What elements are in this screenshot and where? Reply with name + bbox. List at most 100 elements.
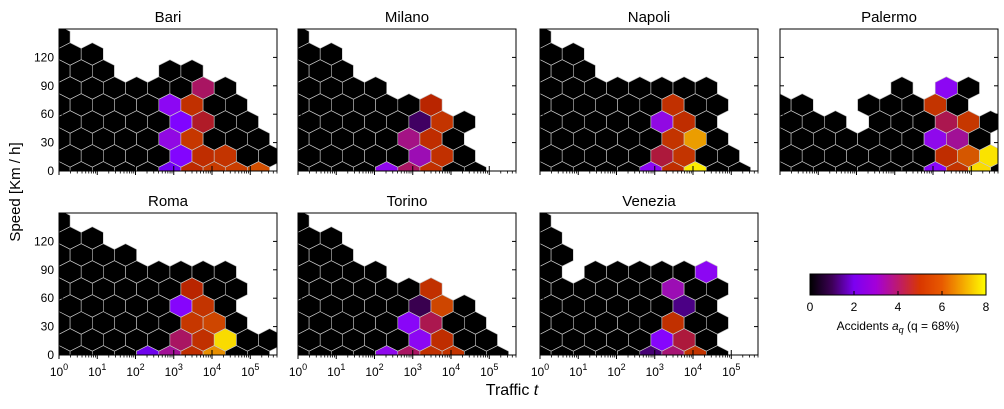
subplot-title: Palermo <box>861 9 917 26</box>
hexbin-cell-accidents <box>192 179 214 202</box>
hexbin-layer <box>298 213 509 403</box>
x-tick-label: 104 <box>684 362 702 379</box>
hexbin-cell-empty <box>48 380 70 403</box>
x-tick-label: 105 <box>480 362 498 379</box>
x-tick-label: 105 <box>241 362 259 379</box>
hexbin-cell-empty <box>114 196 136 219</box>
y-tick-label: 0 <box>47 164 54 178</box>
x-tick-label: 103 <box>165 362 183 379</box>
hexbin-cell-empty <box>728 196 750 219</box>
hexbin-cell-empty <box>902 196 924 219</box>
hexbin-cell-empty <box>573 380 595 403</box>
hexbin-cell-empty <box>824 179 846 202</box>
subplot-title: Milano <box>385 9 429 26</box>
hexbin-cell-empty <box>584 363 606 386</box>
hexbin-cell-empty <box>259 363 281 386</box>
subplot-title: Venezia <box>622 193 676 210</box>
subplot-milano: Milano <box>297 9 517 219</box>
hexbin-cell-empty <box>486 345 509 355</box>
hexbin-cell-empty <box>309 196 331 219</box>
x-tick-label: 100 <box>531 362 549 379</box>
hexbin-cell-empty <box>453 179 475 202</box>
hexbin-cell-empty <box>92 380 114 403</box>
hexbin-layer <box>298 29 487 219</box>
x-tick-label: 103 <box>404 362 422 379</box>
hexbin-cell-accidents <box>946 196 968 219</box>
colorbar-label: Accidents aq (q = 68%) <box>837 319 960 335</box>
hexbin-layer <box>780 76 998 219</box>
hexbin-cell-empty <box>990 163 998 171</box>
hexbin-cell-accidents <box>640 380 662 403</box>
subplot-title: Napoli <box>628 9 671 26</box>
hexbin-cell-empty <box>791 196 813 219</box>
x-tick-label: 102 <box>126 362 144 379</box>
x-axis-label: Traffic t <box>486 382 539 399</box>
hexbin-cell-empty <box>618 380 640 403</box>
hexbin-cell-empty <box>353 380 375 403</box>
x-tick-label: 103 <box>646 362 664 379</box>
hexbin-cell-empty <box>595 196 617 219</box>
hexbin-cell-empty <box>595 380 617 403</box>
hexbin-cell-empty <box>847 179 869 202</box>
x-tick-label: 105 <box>722 362 740 379</box>
hexbin-cell-accidents <box>662 380 684 403</box>
subplot-venezia: Venezia 100 101 102 103 104 105 <box>531 193 762 403</box>
subplot-roma: Roma 0 30 60 90 120 100 101 102 103 104 105 <box>34 193 281 403</box>
hexbin-cell-empty <box>103 363 125 386</box>
y-tick-label: 30 <box>41 320 55 334</box>
y-tick-label: 30 <box>41 136 55 150</box>
hexbin-cell-empty <box>562 179 584 202</box>
hexbin-cell-empty <box>540 29 552 49</box>
hexbin-cell-empty <box>540 179 562 202</box>
hexbin-cell-empty <box>331 196 353 219</box>
hexbin-cell-accidents <box>935 179 957 202</box>
hexbin-cell-empty <box>59 179 81 202</box>
hexbin-cell-accidents <box>673 179 695 202</box>
hexbin-cell-accidents <box>717 179 739 202</box>
hexbin-cell-empty <box>858 196 880 219</box>
hexbin-cell-empty <box>353 196 375 219</box>
hexbin-cell-empty <box>551 380 573 403</box>
hexbin-cell-empty <box>281 179 303 202</box>
hexbin-cell-empty <box>70 196 92 219</box>
x-tick-label: 100 <box>289 362 307 379</box>
y-tick-label: 90 <box>41 79 55 93</box>
hexbin-cell-empty <box>225 196 247 219</box>
hexbin-cell-empty <box>309 380 331 403</box>
hexbin-cell-accidents <box>181 380 203 403</box>
hexbin-layer <box>540 29 762 219</box>
x-tick-label: 104 <box>442 362 460 379</box>
hexbin-cell-accidents <box>420 380 442 403</box>
hexbin-cell-accidents <box>442 196 464 219</box>
hexbin-cell-empty <box>298 179 320 202</box>
hexbin-cell-accidents <box>695 179 717 202</box>
hexbin-cell-accidents <box>203 196 225 219</box>
hexbin-cell-empty <box>463 161 487 171</box>
colorbar-tick-label: 2 <box>851 300 858 314</box>
hexbin-cell-empty <box>802 179 824 202</box>
hexbin-cell-empty <box>70 380 92 403</box>
hexbin-cell-empty <box>298 29 310 49</box>
hexbin-cell-empty <box>114 380 136 403</box>
hexbin-cell-empty <box>247 380 269 403</box>
hexbin-cell-accidents <box>957 179 979 202</box>
hexbin-cell-empty <box>442 380 464 403</box>
hexbin-cell-empty <box>259 179 281 202</box>
y-tick-label: 120 <box>34 234 54 248</box>
y-tick-label: 120 <box>34 50 54 64</box>
hexbin-layer <box>540 213 762 403</box>
hexbin-cell-empty <box>342 363 364 386</box>
x-tick-label: 102 <box>365 362 383 379</box>
hexbin-cell-accidents <box>247 161 270 171</box>
hexbin-cell-empty <box>706 196 728 219</box>
hexbin-cell-empty <box>740 363 762 386</box>
hexbin-cell-empty <box>740 179 762 202</box>
subplot-title: Bari <box>155 9 182 26</box>
hexbin-cell-empty <box>728 161 751 171</box>
hexbin-cell-empty <box>376 380 398 403</box>
y-tick-label: 60 <box>41 291 55 305</box>
subplot-torino: Torino 100 101 102 103 104 105 <box>289 193 517 403</box>
hexbin-cell-empty <box>247 196 269 219</box>
x-tick-label: 100 <box>50 362 68 379</box>
